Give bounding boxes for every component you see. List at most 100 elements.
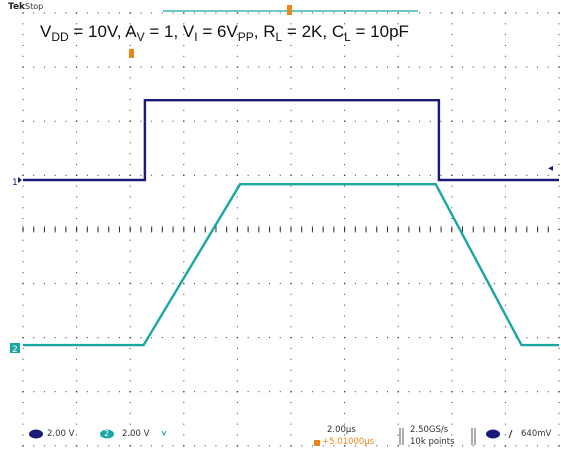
graticule-dot [76,34,78,36]
graticule-dot [344,358,346,360]
graticule-dot [76,44,78,46]
graticule [22,12,560,447]
graticule-dot [75,391,78,393]
graticule-dot [258,12,260,14]
graticule-dot [33,174,35,176]
graticule-dot [397,250,399,252]
graticule-dot [204,120,206,122]
trigger-source-icon [486,429,500,439]
graticule-dot [386,391,388,393]
graticule-dot [290,131,292,133]
graticule-dot [504,120,507,122]
graticule-dot [397,120,399,122]
graticule-dot [504,282,507,285]
graticule-dot [172,120,174,122]
graticule-dot [236,272,238,274]
ch1-scale-readout[interactable]: 2.00 V [47,429,75,439]
graticule-dot [290,34,292,36]
graticule-dot [129,239,131,241]
graticule-dot [22,412,24,414]
graticule-dot [451,131,453,133]
graticule-dot [344,44,346,46]
graticule-dot [76,196,78,198]
graticule-dot [547,391,549,393]
graticule-dot [397,380,399,382]
graticule-dot [344,402,346,404]
svg-text:◂: ◂ [548,163,553,174]
graticule-dot [140,174,142,176]
graticule-dot [494,12,496,14]
acquisition-state: Stop [25,2,44,11]
graticule-dot [451,44,453,46]
graticule-dot [183,402,185,404]
graticule-dot [558,34,560,36]
graticule-dot [183,358,185,360]
graticule-dot [504,272,506,274]
graticule-dot [440,445,442,447]
graticule-dot [290,347,292,349]
graticule-dot [22,23,24,25]
graticule-dot [451,347,453,349]
graticule-dot [333,12,335,14]
graticule-dot [344,218,346,220]
graticule-dot [76,304,78,306]
graticule-dot [322,283,324,284]
graticule-dot [140,337,142,339]
graticule-dot [183,445,185,447]
graticule-dot [76,207,78,209]
graticule-dot [236,412,238,414]
graticule-dot [386,445,388,447]
graticule-dot [494,120,496,122]
graticule-dot [183,44,185,46]
graticule-dot [504,347,506,349]
graticule-dot [236,326,238,328]
graticule-dot [76,250,78,252]
graticule-dot [290,282,292,285]
graticule-dot [236,196,238,198]
ch2-scale-readout[interactable]: 2.00 V [122,429,150,439]
graticule-dot [397,445,399,447]
graticule-dot [54,337,56,339]
trigger-position-readout[interactable]: +5.01000µs [322,437,375,447]
sample-rate-readout: 2.50GS/s [410,425,449,435]
graticule-dot [108,66,110,68]
graticule-dot [76,153,78,155]
graticule-dot [290,55,292,57]
brand-logo: TekStop [8,2,43,12]
graticule-dot [22,196,24,198]
graticule-dot [236,34,238,36]
trigger-level-readout[interactable]: 640mV [521,429,552,439]
svg-text:1: 1 [12,178,18,188]
graticule-dot [365,445,367,447]
graticule-dot [290,196,292,198]
graticule-dot [236,88,238,90]
graticule-dot [43,120,45,122]
graticule-dot [504,44,506,46]
ch2-ground-marker[interactable]: 2 [10,343,20,355]
graticule-dot [483,12,485,14]
graticule-dot [258,337,260,339]
graticule-dot [462,174,464,176]
graticule-dot [408,12,410,14]
graticule-dot [504,293,506,295]
graticule-dot [504,391,507,393]
graticule-dot [236,336,239,339]
graticule-dot [429,12,431,14]
graticule-dot [397,23,399,25]
trigger-position-marker[interactable] [287,5,292,15]
graticule-dot [129,423,131,425]
ch1-ground-marker[interactable]: 1 [12,177,22,188]
graticule-dot [129,412,131,414]
graticule-dot [322,174,324,176]
graticule-dot [22,423,24,425]
graticule-dot [504,34,506,36]
graticule-dot [183,347,185,349]
graticule-dot [236,261,238,263]
graticule-dot [451,315,453,317]
timebase-readout[interactable]: 2.00µs [327,425,356,435]
graticule-dot [547,174,549,176]
graticule-dot [215,391,217,393]
graticule-dot [504,218,506,220]
graticule-dot [22,88,24,90]
